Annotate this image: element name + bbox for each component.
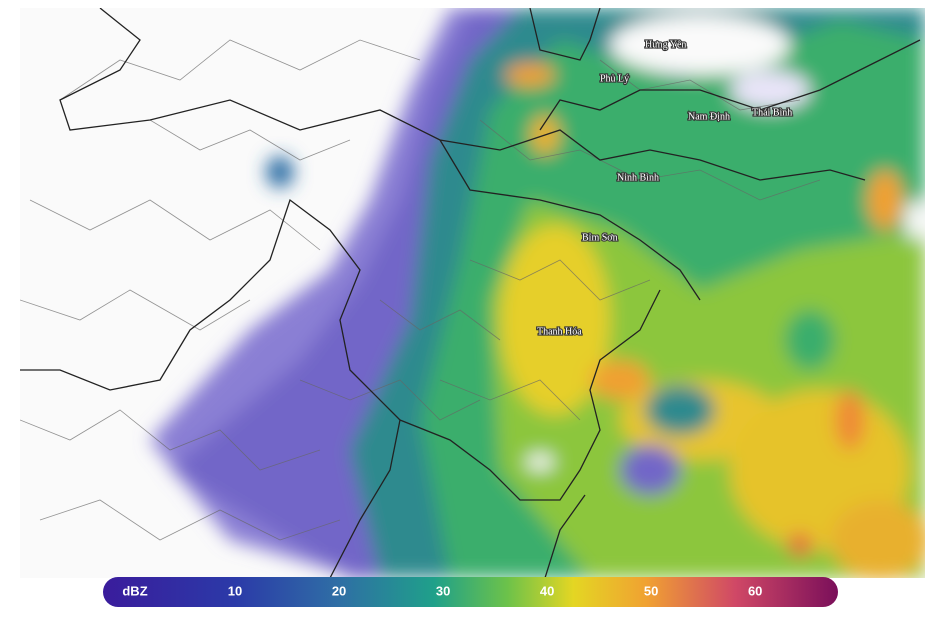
radar-echo [150, 8, 925, 578]
place-label: Bỉm Sơn [582, 232, 618, 243]
legend-tick-label: 60 [748, 583, 762, 598]
place-label: Ninh Bình [617, 172, 659, 183]
place-label: Thanh Hóa [537, 326, 582, 337]
place-label: Thái Bình [752, 107, 792, 118]
colorbar [103, 577, 838, 607]
legend-tick-label: 50 [644, 583, 658, 598]
legend: dBZ 10 20 30 40 50 60 [122, 583, 762, 598]
map-area: Hưng Yên Phủ Lý Nam Định Thái Bình Ninh Bình… [20, 8, 925, 578]
province-boundaries [20, 8, 921, 578]
legend-tick-label: 20 [332, 583, 346, 598]
place-label: Hưng Yên [645, 39, 686, 50]
district-boundaries [20, 39, 821, 541]
legend-tick-label: 40 [540, 583, 554, 598]
place-labels: Hưng Yên Phủ Lý Nam Định Thái Bình Ninh Bình… [536, 38, 793, 338]
place-label: Phủ Lý [600, 73, 629, 84]
legend-unit: dBZ [122, 583, 147, 598]
legend-tick-label: 30 [436, 583, 450, 598]
legend-tick-label: 10 [228, 583, 242, 598]
place-label: Nam Định [688, 111, 730, 122]
